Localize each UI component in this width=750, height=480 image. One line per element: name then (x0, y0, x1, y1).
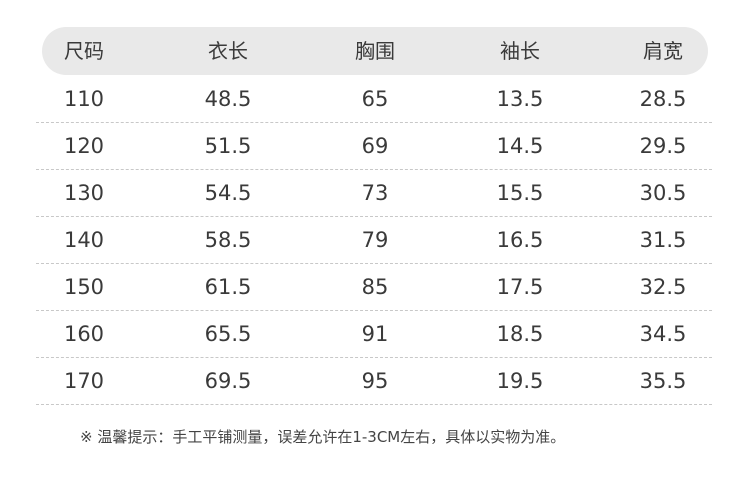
cell-chest: 85 (361, 275, 389, 299)
cell-size: 150 (63, 275, 105, 299)
footnote: ※ 温馨提示：手工平铺测量，误差允许在1-3CM左右，具体以实物为准。 (80, 428, 566, 446)
header-size: 尺码 (64, 39, 104, 63)
cell-size: 120 (63, 134, 105, 158)
row-divider (36, 216, 712, 217)
cell-sleeve: 17.5 (496, 275, 544, 299)
cell-shoulder: 31.5 (639, 228, 687, 252)
cell-length: 58.5 (204, 228, 252, 252)
cell-sleeve: 16.5 (496, 228, 544, 252)
table-row: 110 48.5 65 13.5 28.5 (0, 76, 750, 123)
table-row: 160 65.5 91 18.5 34.5 (0, 311, 750, 358)
cell-size: 170 (63, 369, 105, 393)
cell-shoulder: 30.5 (639, 181, 687, 205)
cell-chest: 95 (361, 369, 389, 393)
cell-shoulder: 32.5 (639, 275, 687, 299)
row-divider (36, 122, 712, 123)
cell-size: 140 (63, 228, 105, 252)
table-row: 170 69.5 95 19.5 35.5 (0, 358, 750, 405)
cell-length: 69.5 (204, 369, 252, 393)
cell-length: 48.5 (204, 87, 252, 111)
cell-chest: 79 (361, 228, 389, 252)
row-divider (36, 404, 712, 405)
cell-chest: 73 (361, 181, 389, 205)
cell-chest: 65 (361, 87, 389, 111)
header-sleeve: 袖长 (500, 39, 540, 63)
cell-shoulder: 35.5 (639, 369, 687, 393)
cell-sleeve: 13.5 (496, 87, 544, 111)
cell-size: 130 (63, 181, 105, 205)
table-row: 120 51.5 69 14.5 29.5 (0, 123, 750, 170)
header-length: 衣长 (208, 39, 248, 63)
row-divider (36, 357, 712, 358)
cell-shoulder: 29.5 (639, 134, 687, 158)
cell-length: 65.5 (204, 322, 252, 346)
row-divider (36, 263, 712, 264)
cell-length: 51.5 (204, 134, 252, 158)
cell-size: 160 (63, 322, 105, 346)
cell-sleeve: 18.5 (496, 322, 544, 346)
cell-shoulder: 28.5 (639, 87, 687, 111)
row-divider (36, 310, 712, 311)
cell-sleeve: 19.5 (496, 369, 544, 393)
table-row: 130 54.5 73 15.5 30.5 (0, 170, 750, 217)
row-divider (36, 169, 712, 170)
table-header: 尺码 衣长 胸围 袖长 肩宽 (42, 27, 708, 75)
cell-size: 110 (63, 87, 105, 111)
header-shoulder: 肩宽 (643, 39, 683, 63)
cell-sleeve: 14.5 (496, 134, 544, 158)
cell-length: 61.5 (204, 275, 252, 299)
cell-chest: 91 (361, 322, 389, 346)
table-row: 140 58.5 79 16.5 31.5 (0, 217, 750, 264)
header-chest: 胸围 (355, 39, 395, 63)
cell-shoulder: 34.5 (639, 322, 687, 346)
cell-length: 54.5 (204, 181, 252, 205)
table-row: 150 61.5 85 17.5 32.5 (0, 264, 750, 311)
cell-chest: 69 (361, 134, 389, 158)
cell-sleeve: 15.5 (496, 181, 544, 205)
